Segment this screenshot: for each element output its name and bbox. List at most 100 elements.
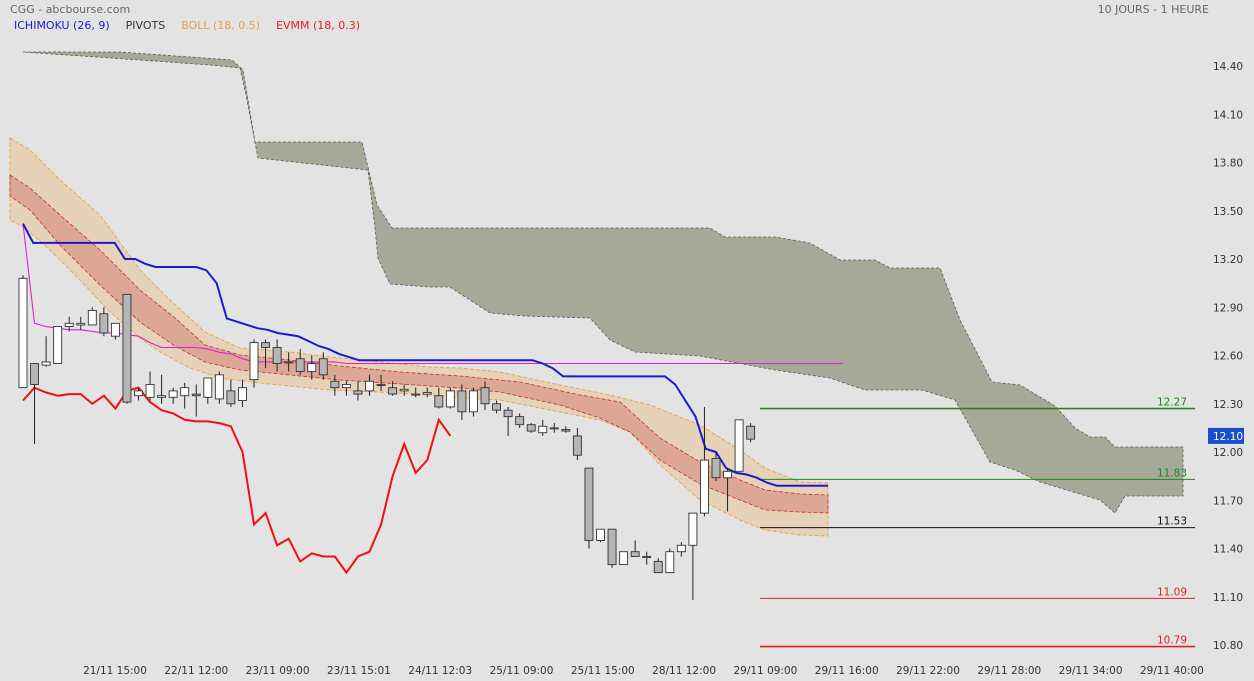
candle-body bbox=[492, 403, 501, 411]
pivot-label: 12.27 bbox=[1157, 397, 1187, 409]
candle-body bbox=[676, 544, 686, 553]
candle-body bbox=[191, 393, 201, 397]
x-axis: 21/11 15:00 22/11 12:00 23/11 09:00 23/11 1… bbox=[83, 665, 1204, 677]
candle-body bbox=[18, 277, 28, 389]
pivot-label: 11.83 bbox=[1157, 467, 1187, 479]
candle-body bbox=[365, 380, 374, 392]
ichimoku-cloud-layer bbox=[22, 51, 1184, 514]
bollinger-band bbox=[9, 137, 829, 537]
candle-body bbox=[134, 390, 143, 397]
pivot-label: 11.53 bbox=[1157, 516, 1187, 528]
evmm-envelope bbox=[9, 174, 829, 514]
candle-body bbox=[203, 377, 213, 398]
candle-body bbox=[653, 560, 663, 574]
indicator-legend-item: PIVOTS bbox=[125, 19, 166, 32]
candle-body bbox=[526, 424, 536, 432]
candle-body bbox=[723, 470, 732, 479]
indicator-legend-item: BOLL (18, 0.5) bbox=[181, 19, 261, 32]
candle-body bbox=[168, 390, 178, 398]
candle-body bbox=[445, 390, 455, 408]
x-tick-label: 29/11 40:00 bbox=[1140, 665, 1204, 677]
indicator-lines-layer bbox=[22, 223, 844, 575]
pivot-lines-layer: 12.27 11.83 11.53 11.09 10.79 bbox=[760, 397, 1195, 648]
candles-layer bbox=[18, 275, 756, 600]
x-tick-label: 29/11 28:00 bbox=[977, 665, 1041, 677]
y-tick-label: 12.90 bbox=[1213, 302, 1243, 314]
x-tick-label: 28/11 12:00 bbox=[652, 665, 716, 677]
y-tick-label: 12.60 bbox=[1213, 351, 1243, 363]
candle-body bbox=[399, 388, 409, 392]
candle-body bbox=[330, 380, 340, 389]
candle-body bbox=[538, 425, 548, 434]
candle-body bbox=[53, 326, 63, 364]
y-tick-label: 10.80 bbox=[1213, 640, 1243, 652]
candle-body bbox=[376, 384, 386, 386]
y-tick-label: 14.10 bbox=[1213, 109, 1243, 121]
candle-body bbox=[619, 551, 629, 566]
tenkan-line bbox=[22, 223, 828, 487]
candle-body bbox=[99, 313, 109, 334]
pivot-label: 11.09 bbox=[1157, 586, 1187, 598]
candle-body bbox=[64, 322, 74, 328]
candle-body bbox=[307, 363, 317, 373]
x-tick-label: 29/11 16:00 bbox=[815, 665, 879, 677]
y-axis: 14.40 14.10 13.80 13.50 13.20 12.90 12.60 12.30… bbox=[1208, 61, 1244, 652]
candle-body bbox=[295, 358, 305, 373]
candle-body bbox=[41, 361, 51, 366]
candle-body bbox=[353, 390, 363, 395]
candle-body bbox=[237, 387, 247, 401]
y-tick-label: 13.20 bbox=[1213, 254, 1243, 266]
candle-body bbox=[549, 427, 559, 430]
candle-body bbox=[318, 358, 328, 376]
candle-body bbox=[110, 322, 120, 337]
x-tick-label: 24/11 12:03 bbox=[408, 665, 472, 677]
y-tick-label: 12.30 bbox=[1213, 399, 1243, 411]
candle-body bbox=[272, 347, 282, 364]
candle-body bbox=[180, 387, 190, 397]
candle-body bbox=[630, 551, 640, 557]
x-tick-label: 25/11 15:00 bbox=[571, 665, 635, 677]
candle-body bbox=[515, 416, 525, 426]
candle-body bbox=[665, 551, 675, 574]
candle-body bbox=[284, 361, 294, 364]
x-tick-label: 29/11 09:00 bbox=[733, 665, 797, 677]
candle-body bbox=[642, 556, 652, 558]
candle-body bbox=[422, 392, 432, 395]
indicator-legend-item: ICHIMOKU (26, 9) bbox=[14, 19, 110, 32]
x-tick-label: 29/11 22:00 bbox=[896, 665, 960, 677]
candle-body bbox=[469, 390, 478, 413]
x-tick-label: 29/11 34:00 bbox=[1059, 665, 1123, 677]
y-tick-label: 11.10 bbox=[1213, 592, 1243, 604]
y-tick-label: 13.50 bbox=[1213, 206, 1243, 218]
timeframe-label: 10 JOURS - 1 HEURE bbox=[1097, 3, 1209, 16]
candle-body bbox=[596, 528, 605, 541]
candle-body bbox=[561, 429, 571, 432]
x-tick-label: 23/11 09:00 bbox=[246, 665, 310, 677]
kijun-line bbox=[22, 223, 844, 365]
candle-body bbox=[87, 310, 97, 326]
indicator-legend-item: EVMM (18, 0.3) bbox=[276, 19, 361, 32]
candle-body bbox=[261, 342, 270, 348]
candle-body bbox=[700, 459, 709, 514]
candle-body bbox=[214, 374, 224, 400]
y-tick-label: 11.70 bbox=[1213, 495, 1243, 507]
last-price-badge bbox=[1208, 427, 1244, 444]
candle-body bbox=[30, 363, 39, 385]
candle-body bbox=[411, 393, 421, 396]
candle-body bbox=[249, 342, 259, 381]
candle-body bbox=[572, 435, 582, 456]
y-tick-label: 12.00 bbox=[1213, 447, 1243, 459]
candle-body bbox=[503, 409, 513, 418]
candle-body bbox=[226, 390, 236, 405]
candle-body bbox=[122, 293, 132, 403]
candle-body bbox=[688, 512, 698, 546]
candle-body bbox=[76, 322, 86, 326]
candle-body bbox=[457, 390, 467, 413]
candle-body bbox=[434, 395, 444, 408]
candle-body bbox=[607, 528, 617, 566]
y-tick-label: 14.40 bbox=[1213, 61, 1243, 73]
last-price-label: 12.10 bbox=[1213, 431, 1243, 443]
candle-body bbox=[584, 467, 594, 541]
candle-body bbox=[157, 395, 167, 398]
